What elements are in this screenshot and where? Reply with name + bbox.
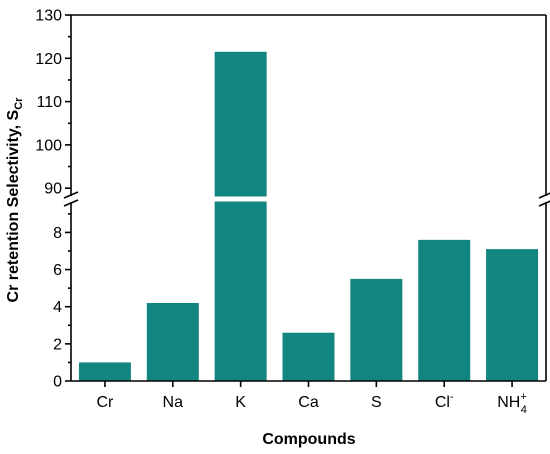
y-tick-label-6: 6 (53, 262, 62, 279)
y-axis-title-text: Cr retention Selectivity, S (5, 109, 22, 302)
x-tick-label-ca: Ca (298, 394, 319, 411)
bar-cl (418, 239, 471, 381)
y-tick-label-120: 120 (35, 51, 62, 68)
y-tick-label-8: 8 (53, 225, 62, 242)
y-tick-label-0: 0 (53, 374, 62, 391)
y-tick-label-110: 110 (36, 94, 62, 111)
axis-break-mark-left-1 (63, 191, 79, 199)
x-tick-label-na: Na (163, 394, 184, 411)
x-tick-label-k: K (235, 394, 246, 411)
x-axis-title: Compounds (262, 431, 355, 448)
x-tick-label-cl: Cl- (435, 391, 454, 411)
y-axis-title-subscript: Cr (13, 97, 25, 110)
bar-cr (78, 362, 131, 381)
bar-ca (282, 332, 335, 381)
axis-break-gap-left (63, 196, 79, 202)
x-tick-label-s: S (371, 394, 382, 411)
axis-break-mark-left-2 (63, 199, 79, 207)
y-tick-label-130: 130 (35, 8, 62, 25)
axis-break-mark-right-2 (538, 200, 550, 207)
axes-group (63, 14, 550, 382)
axis-break-mark-right-1 (538, 192, 550, 199)
y-tick-label-2: 2 (53, 336, 62, 353)
bar-na (146, 303, 199, 381)
x-tick-label-nh: NH+ 4 (497, 391, 527, 416)
x-tick-label-cr: Cr (96, 394, 114, 411)
x-ticks-group: Cr Na K Ca S Cl- NH+ 4 (96, 381, 527, 416)
axis-break-gap-right (538, 196, 550, 202)
bar-break-gap (212, 196, 269, 202)
bar-s (350, 278, 403, 381)
y-tick-label-100: 100 (35, 137, 62, 154)
y-axis-title: Cr retention Selectivity, SCr (5, 97, 25, 303)
bar-nh (486, 249, 539, 381)
bar-k (214, 51, 267, 382)
y-tick-label-90: 90 (44, 181, 62, 198)
bars-group (78, 51, 539, 382)
y-ticks-group: 0 2 4 6 8 90 100 110 120 130 (35, 8, 71, 391)
y-tick-label-4: 4 (53, 299, 62, 316)
